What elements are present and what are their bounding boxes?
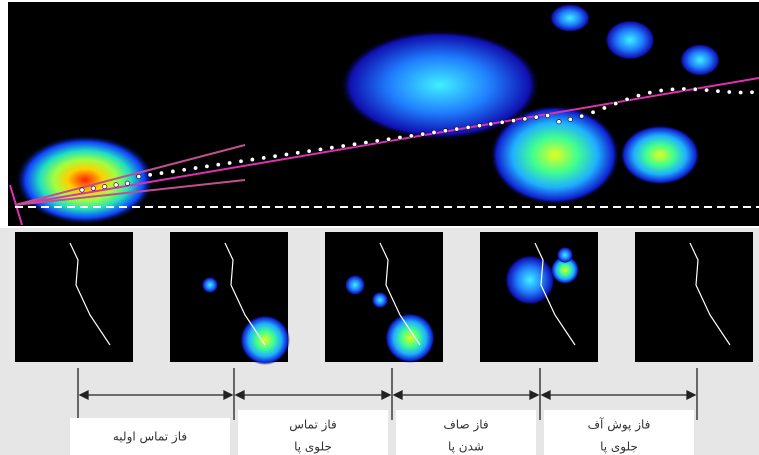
cop-dot — [114, 183, 118, 187]
pressure-blob — [345, 275, 365, 295]
cop-dot — [591, 110, 595, 114]
cop-dot — [602, 106, 606, 110]
phase-label: فاز صاف — [443, 418, 488, 433]
cop-dot — [466, 125, 470, 129]
cop-dot — [91, 186, 95, 190]
phase-label: فاز تماس — [289, 418, 337, 433]
cop-dot — [352, 142, 356, 146]
cop-dot — [398, 135, 402, 139]
cop-dot — [432, 130, 436, 134]
cop-dot — [171, 169, 175, 173]
cop-dot — [534, 115, 538, 119]
cop-dot — [216, 162, 220, 166]
cop-dot — [670, 87, 674, 91]
cop-dot — [500, 120, 504, 124]
pressure-blob — [240, 315, 290, 365]
cop-dot — [648, 90, 652, 94]
cop-dot — [330, 146, 334, 150]
toe-blob — [680, 44, 720, 76]
phase-panels — [15, 232, 753, 365]
pressure-blob — [202, 277, 218, 293]
cop-dot — [693, 87, 697, 91]
cop-dot — [182, 168, 186, 172]
cop-dot — [420, 132, 424, 136]
cop-dot — [545, 113, 549, 117]
cop-dot — [80, 188, 84, 192]
toe-blob — [550, 4, 590, 32]
cop-dot — [455, 127, 459, 131]
cop-dot — [738, 90, 742, 94]
cop-dot — [579, 114, 583, 118]
phase-label: جلوی پا — [294, 440, 332, 455]
cop-dot — [307, 149, 311, 153]
cop-dot — [523, 117, 527, 121]
cop-dot — [704, 88, 708, 92]
cop-dot — [557, 120, 561, 124]
cop-dot — [296, 151, 300, 155]
cop-dot — [193, 166, 197, 170]
cop-dot — [568, 117, 572, 121]
pressure-blob — [385, 313, 435, 363]
phase-label: جلوی پا — [600, 440, 638, 455]
phase-label: فاز تماس اولیه — [113, 430, 187, 445]
cop-dot — [727, 90, 731, 94]
cop-dot — [625, 97, 629, 101]
pressure-blob — [372, 292, 388, 308]
pressure-blob — [505, 255, 555, 305]
cop-dot — [227, 161, 231, 165]
cop-dot — [636, 93, 640, 97]
cop-dot — [750, 90, 754, 94]
cop-dot — [273, 154, 277, 158]
cop-dot — [682, 87, 686, 91]
cop-dot — [148, 173, 152, 177]
cop-dot — [716, 89, 720, 93]
cop-dot — [159, 171, 163, 175]
phase-label: شدن پا — [448, 440, 484, 454]
cop-dot — [250, 157, 254, 161]
cop-dot — [261, 156, 265, 160]
phase-label: فاز پوش آف — [588, 417, 651, 433]
cop-dot — [205, 164, 209, 168]
cop-dot — [659, 88, 663, 92]
heel-blob — [15, 135, 155, 225]
toe-blob — [620, 125, 700, 185]
cop-dot — [614, 101, 618, 105]
cop-dot — [489, 122, 493, 126]
cop-dot — [125, 181, 129, 185]
cop-dot — [318, 147, 322, 151]
cop-dot — [443, 129, 447, 133]
cop-dot — [511, 118, 515, 122]
cop-dot — [386, 137, 390, 141]
cop-dot — [477, 123, 481, 127]
figure: فاز تماس اولیه فاز تماس جلوی پا فاز صاف شدن … — [0, 0, 759, 455]
cop-dot — [364, 140, 368, 144]
cop-dot — [375, 139, 379, 143]
pressure-map — [8, 2, 759, 226]
toe-blob — [605, 20, 655, 60]
cop-dot — [284, 152, 288, 156]
cop-dot — [137, 174, 141, 178]
pressure-blob — [557, 247, 573, 263]
cop-dot — [239, 159, 243, 163]
cop-dot — [103, 184, 107, 188]
cop-dot — [341, 144, 345, 148]
cop-dot — [409, 134, 413, 138]
